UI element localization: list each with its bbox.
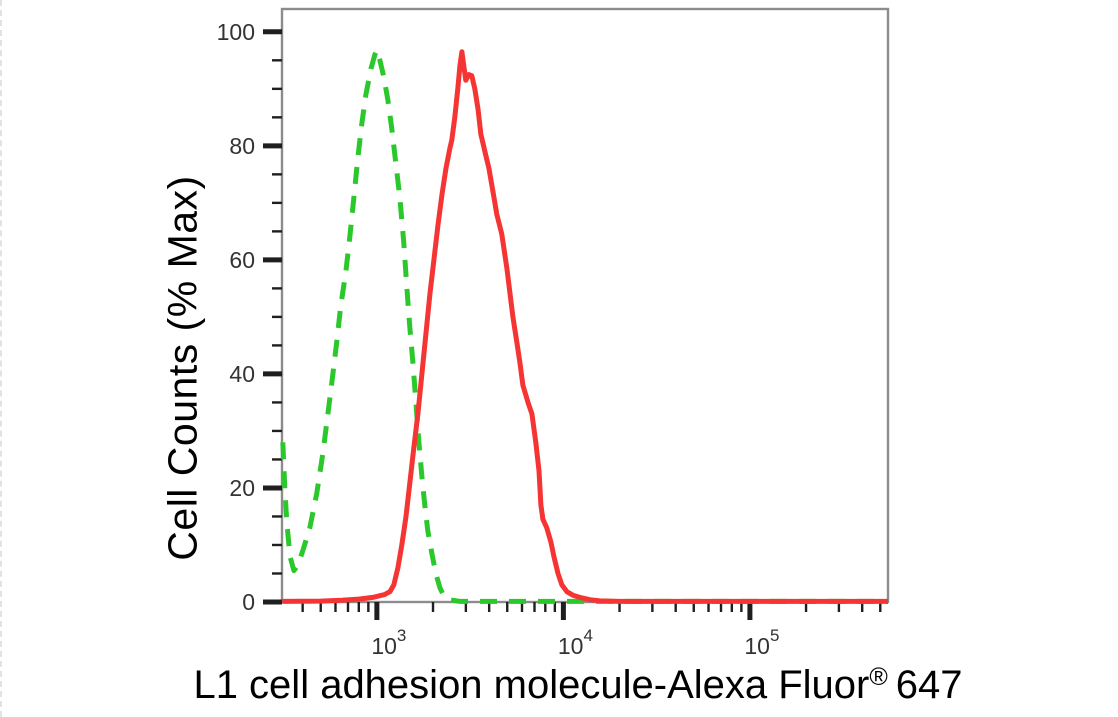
- y-tick-label: 20: [229, 475, 255, 501]
- x-axis-title-text: L1 cell adhesion molecule-Alexa Fluor: [193, 663, 870, 707]
- plot-frame: [280, 7, 890, 604]
- y-tick-label: 60: [229, 247, 255, 273]
- x-tick-label: 103: [371, 626, 406, 659]
- x-axis-title-number: 647: [895, 663, 963, 707]
- y-tick-label: 80: [229, 133, 255, 159]
- y-axis-title: Cell Counts (% Max): [159, 175, 206, 561]
- green-dashed-curve: [280, 47, 888, 604]
- y-tick-label: 100: [217, 19, 255, 45]
- y-tick-label: 40: [229, 361, 255, 387]
- x-axis-title: L1 cell adhesion molecule-Alexa Fluor® 64…: [193, 663, 962, 708]
- x-tick-label: 104: [558, 626, 593, 659]
- registered-trademark-symbol: ®: [869, 663, 888, 691]
- red-solid-curve: [282, 49, 888, 604]
- x-tick-label: 105: [744, 626, 779, 659]
- image-left-border: [0, 0, 2, 717]
- y-tick-label: 0: [242, 589, 255, 615]
